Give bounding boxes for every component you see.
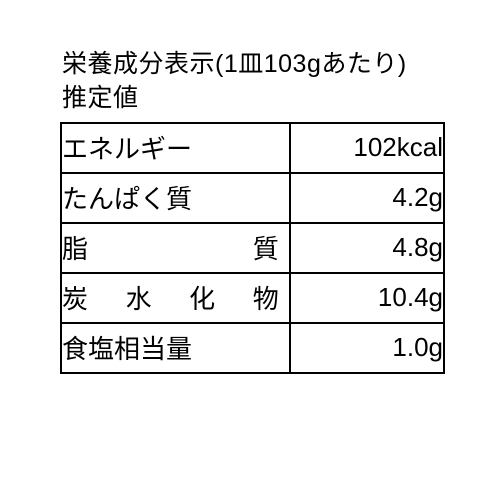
table-row: たんぱく質 4.2g bbox=[61, 173, 444, 223]
label-text: 炭 水 化 物 bbox=[62, 279, 289, 316]
row-label: 炭 水 化 物 bbox=[61, 273, 290, 323]
row-value: 102kcal bbox=[290, 123, 444, 173]
table-row: 脂 質 4.8g bbox=[61, 223, 444, 273]
row-value: 10.4g bbox=[290, 273, 444, 323]
row-value: 4.8g bbox=[290, 223, 444, 273]
row-value: 1.0g bbox=[290, 323, 444, 373]
label-text: たんぱく質 bbox=[62, 184, 192, 214]
table-row: エネルギー 102kcal bbox=[61, 123, 444, 173]
label-text: 脂 質 bbox=[62, 229, 289, 266]
table-row: 食塩相当量 1.0g bbox=[61, 323, 444, 373]
row-value: 4.2g bbox=[290, 173, 444, 223]
label-text: エネルギー bbox=[62, 134, 192, 164]
row-label: たんぱく質 bbox=[61, 173, 290, 223]
heading-line-2: 推定値 bbox=[62, 84, 139, 112]
nutrition-panel: 栄養成分表示(1皿103gあたり) 推定値 エネルギー 102kcal たんぱく… bbox=[0, 0, 500, 374]
table-row: 炭 水 化 物 10.4g bbox=[61, 273, 444, 323]
label-text: 食塩相当量 bbox=[62, 334, 192, 364]
row-label: 食塩相当量 bbox=[61, 323, 290, 373]
row-label: 脂 質 bbox=[61, 223, 290, 273]
heading-line-1: 栄養成分表示(1皿103gあたり) bbox=[62, 50, 407, 78]
panel-heading: 栄養成分表示(1皿103gあたり) 推定値 bbox=[62, 48, 455, 116]
row-label: エネルギー bbox=[61, 123, 290, 173]
nutrition-table: エネルギー 102kcal たんぱく質 4.2g 脂 質 4.8g 炭 bbox=[60, 122, 445, 374]
